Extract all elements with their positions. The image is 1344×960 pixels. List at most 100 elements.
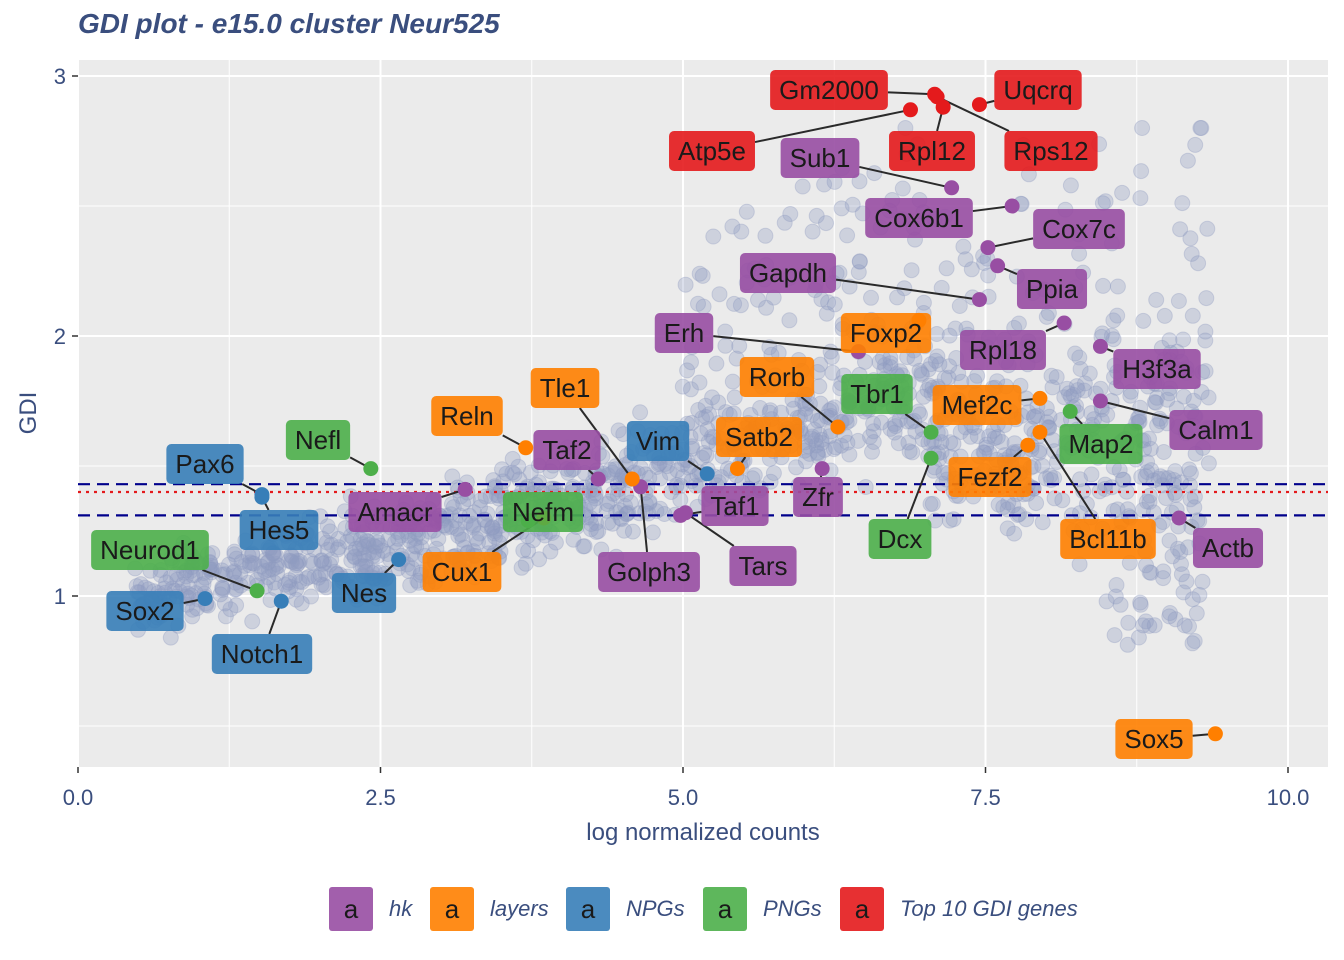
gene-label-calm1: Calm1 bbox=[1178, 415, 1253, 445]
y-axis-label: GDI bbox=[15, 392, 42, 435]
background-point bbox=[351, 540, 368, 557]
background-point bbox=[1143, 462, 1160, 479]
gene-label-sub1: Sub1 bbox=[790, 143, 851, 173]
background-point bbox=[762, 402, 779, 419]
gene-label-box bbox=[1059, 424, 1143, 464]
background-point bbox=[310, 569, 327, 586]
leader-line bbox=[754, 108, 911, 144]
background-point bbox=[316, 554, 333, 571]
background-point bbox=[1056, 389, 1073, 406]
background-point bbox=[941, 512, 958, 529]
gene-point-map2 bbox=[1062, 403, 1078, 419]
gene-point-ppia bbox=[990, 258, 1006, 274]
background-point bbox=[661, 465, 678, 481]
background-point bbox=[445, 499, 462, 516]
gene-label-box bbox=[106, 591, 184, 631]
background-point bbox=[330, 530, 347, 547]
background-point bbox=[346, 548, 363, 565]
background-point bbox=[605, 485, 621, 502]
background-point bbox=[1132, 190, 1149, 207]
background-point bbox=[522, 464, 539, 481]
background-point bbox=[1062, 177, 1079, 194]
background-point bbox=[323, 536, 340, 553]
leader-line bbox=[1100, 400, 1170, 420]
background-point bbox=[717, 337, 734, 354]
background-point bbox=[1108, 577, 1125, 593]
background-point bbox=[903, 262, 920, 279]
background-point bbox=[1135, 617, 1151, 634]
gene-label-box bbox=[502, 492, 584, 532]
gene-label-sox5: Sox5 bbox=[1124, 724, 1183, 754]
leader-line bbox=[800, 396, 839, 428]
background-point bbox=[264, 561, 281, 578]
background-point bbox=[1107, 588, 1124, 605]
background-point bbox=[471, 525, 488, 542]
background-point bbox=[260, 554, 277, 571]
background-point bbox=[632, 404, 649, 421]
background-point bbox=[744, 470, 761, 487]
gene-label-rpl12: Rpl12 bbox=[898, 136, 966, 166]
background-point bbox=[1192, 120, 1209, 136]
background-point bbox=[1147, 394, 1164, 411]
leader-line bbox=[578, 407, 633, 480]
background-point bbox=[1065, 386, 1082, 403]
background-point bbox=[1098, 593, 1115, 610]
background-point bbox=[1034, 514, 1051, 531]
background-point bbox=[1011, 506, 1028, 523]
background-point bbox=[1076, 375, 1093, 392]
background-point bbox=[404, 546, 421, 562]
gene-label-box bbox=[865, 198, 973, 238]
leader-line bbox=[639, 486, 649, 553]
gene-point-h3f3a bbox=[1092, 338, 1108, 354]
gene-point-tle1 bbox=[624, 471, 640, 487]
background-point bbox=[319, 518, 336, 535]
background-point bbox=[266, 574, 283, 591]
background-point bbox=[850, 432, 866, 449]
background-point bbox=[1164, 548, 1181, 565]
background-point bbox=[619, 505, 636, 522]
background-point bbox=[933, 279, 950, 296]
background-point bbox=[682, 381, 699, 398]
background-point bbox=[477, 488, 494, 505]
background-point bbox=[169, 571, 186, 588]
background-point bbox=[443, 518, 460, 535]
background-point bbox=[809, 412, 826, 429]
gene-label-box bbox=[1060, 519, 1156, 559]
background-point bbox=[268, 559, 284, 576]
background-point bbox=[1069, 382, 1086, 399]
background-point bbox=[957, 251, 974, 268]
background-point bbox=[1109, 278, 1126, 295]
background-point bbox=[444, 468, 461, 485]
background-point bbox=[821, 402, 838, 419]
background-point bbox=[804, 428, 821, 445]
background-point bbox=[1162, 605, 1178, 621]
background-point bbox=[1150, 470, 1167, 487]
background-point bbox=[357, 552, 374, 569]
background-point bbox=[494, 461, 510, 478]
background-point bbox=[486, 523, 503, 540]
gene-point-actb bbox=[1171, 510, 1187, 526]
background-point bbox=[531, 551, 548, 568]
background-point bbox=[1072, 471, 1088, 488]
background-point bbox=[758, 299, 775, 316]
background-point bbox=[257, 552, 274, 568]
gene-label-box bbox=[793, 477, 843, 517]
background-point bbox=[282, 579, 299, 595]
background-point bbox=[1067, 345, 1084, 362]
background-point bbox=[463, 515, 480, 532]
gene-point-satb2 bbox=[729, 461, 745, 477]
background-point bbox=[590, 523, 607, 540]
background-point bbox=[1135, 312, 1152, 329]
background-point bbox=[1175, 331, 1192, 348]
background-point bbox=[711, 286, 728, 303]
background-point bbox=[687, 477, 704, 494]
legend-label-2: NPGs bbox=[626, 896, 685, 921]
background-point bbox=[513, 559, 530, 576]
background-point bbox=[886, 424, 903, 441]
background-point bbox=[656, 506, 673, 522]
background-point bbox=[877, 357, 893, 373]
background-point bbox=[1061, 385, 1077, 402]
background-point bbox=[761, 339, 778, 356]
background-point bbox=[510, 458, 527, 475]
background-point bbox=[894, 180, 911, 197]
